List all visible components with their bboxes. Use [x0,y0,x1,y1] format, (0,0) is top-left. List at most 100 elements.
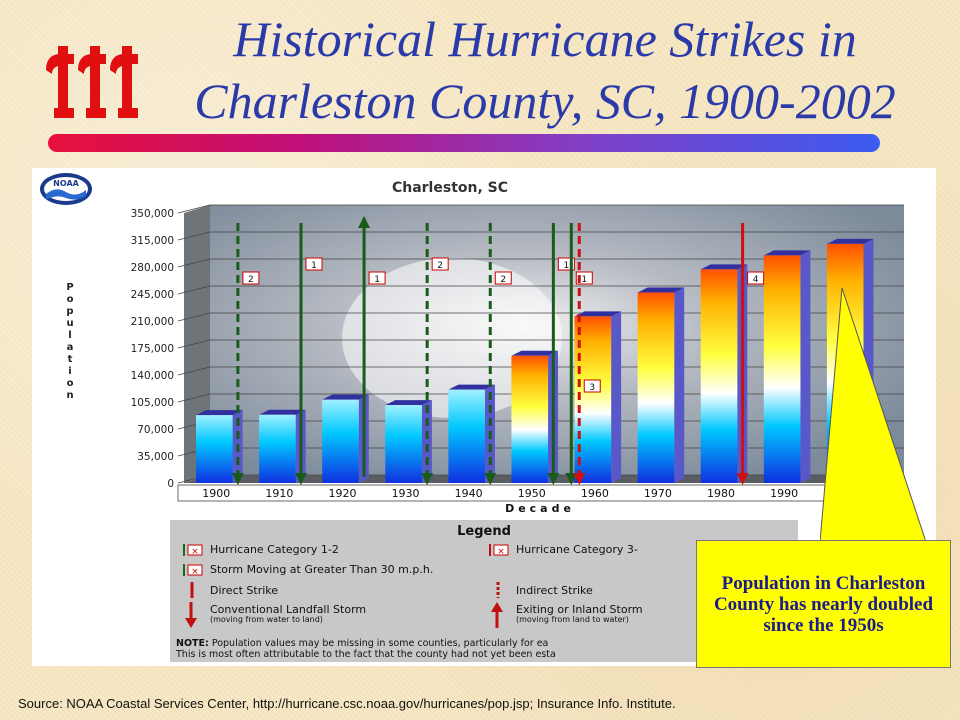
y-tick-label: 105,000 [131,397,174,409]
y-axis-label-char: n [66,390,74,401]
bar-top [574,311,622,317]
up-arrow-icon [491,602,503,628]
legend-cat12: Hurricane Category 1-2 [210,543,339,556]
gridline-side [177,366,211,376]
x-tick-label: 1900 [202,487,230,500]
strike-category-label: 1 [311,261,317,271]
legend-indirect: Indirect Strike [516,584,593,597]
gridline-side [177,231,211,241]
y-tick-label: 35,000 [137,451,174,463]
bar-chart: 0 35,000 70,000 105,000 140,000 175,000 210,00… [131,204,904,515]
legend-exiting-label: Exiting or Inland Storm [516,603,643,616]
title-line-2-text: Charleston County, SC, [194,73,680,129]
bar [763,255,801,483]
gridline-side [177,393,211,403]
y-tick-label: 280,000 [131,262,174,274]
strike-category-box [305,257,323,271]
x-tick-label: 1980 [707,487,735,500]
bar [448,389,485,483]
legend-conventional-label: Conventional Landfall Storm [210,603,367,616]
bar-side [674,287,685,483]
y-axis-label-char: i [68,366,72,377]
y-axis-label-char: t [67,354,73,365]
strike-arrow-down [484,473,497,485]
y-tick-label: 315,000 [131,235,174,247]
iii-logo [46,46,138,118]
strike-category-box [494,271,512,285]
x-tick-label: 1940 [455,487,483,500]
y-axis-label-char: p [66,306,74,317]
bar [196,415,233,483]
y-tick-label: 70,000 [137,424,174,436]
title-years: 1900-2002 [679,73,896,129]
legend-conventional-sub: (moving from water to land) [210,615,323,624]
strike-category-box [242,271,260,285]
bar-top [826,238,874,244]
note-line-2: This is most often attributable to the f… [176,649,556,660]
strike-category-box [368,271,386,285]
strike-arrow-down [547,473,560,485]
svg-text:×: × [191,567,199,576]
bar [322,399,359,483]
bar-top [259,409,306,415]
legend-exiting-sub: (moving from land to water) [516,615,629,624]
red-marker-icon: × [489,544,509,556]
gridline-side [177,312,211,322]
legend-exiting: Exiting or Inland Storm (moving from lan… [516,603,643,624]
x-tick-label: 1910 [265,487,293,500]
callout-box: Population in Charleston County has near… [696,540,951,668]
bar-top [322,394,369,400]
strike-arrow-down [565,473,578,485]
strike-category-box [747,271,765,285]
y-axis-label-char: o [66,378,74,389]
bar-top [511,350,559,356]
strike-category-label: 1 [563,261,569,271]
svg-text:×: × [497,547,505,556]
y-tick-label: 245,000 [131,289,174,301]
green-marker-icon: × [183,544,203,556]
x-tick-label: 1970 [644,487,672,500]
title-divider [48,134,880,152]
strike-category-label: 3 [589,383,595,393]
strike-category-label: 2 [437,261,443,271]
y-tick-label: 0 [167,478,174,490]
y-axis-label-char: a [66,342,74,353]
note-label: NOTE: [176,638,209,649]
strike-category-label: 2 [500,275,506,285]
strike-category-box [583,379,601,393]
noaa-logo-icon: NOAA [40,173,92,205]
strike-arrow-down [736,473,749,485]
storm-speed-marker-icon: × [183,564,203,576]
callout-pointer [820,287,927,543]
strike-category-box [431,257,449,271]
down-arrow-icon [185,602,197,628]
strike-arrow-up [358,216,371,228]
storm-cloud [342,258,562,418]
y-axis-label-char: o [66,294,74,305]
bar-side [611,311,622,483]
x-tick-label: 1930 [392,487,420,500]
bar [700,269,738,483]
bar-side [421,400,432,483]
legend-note: NOTE: Population values may be missing i… [170,638,804,660]
x-tick-label: 1950 [518,487,546,500]
svg-text:×: × [191,547,199,556]
legend-storm30: Storm Moving at Greater Than 30 m.p.h. [210,563,434,576]
page-title: Historical Hurricane Strikes in Charlest… [150,8,940,132]
strike-arrow-down [421,473,434,485]
indirect-strike-icon [496,582,500,598]
strike-category-label: 1 [374,275,380,285]
bar-top [700,264,748,270]
x-tick-label: 1960 [581,487,609,500]
legend-cat3: Hurricane Category 3- [516,543,638,556]
gridline-side [177,285,211,295]
x-tick-label: 1990 [770,487,798,500]
bar [259,414,296,483]
y-axis-label-char: u [66,318,74,329]
strike-arrow-down [231,473,244,485]
bar [637,292,675,483]
chart-title: Charleston, SC [391,180,509,196]
gridline-side [177,258,211,268]
title-line-1: Historical Hurricane Strikes in [233,11,857,67]
strike-category-label: 2 [248,275,254,285]
